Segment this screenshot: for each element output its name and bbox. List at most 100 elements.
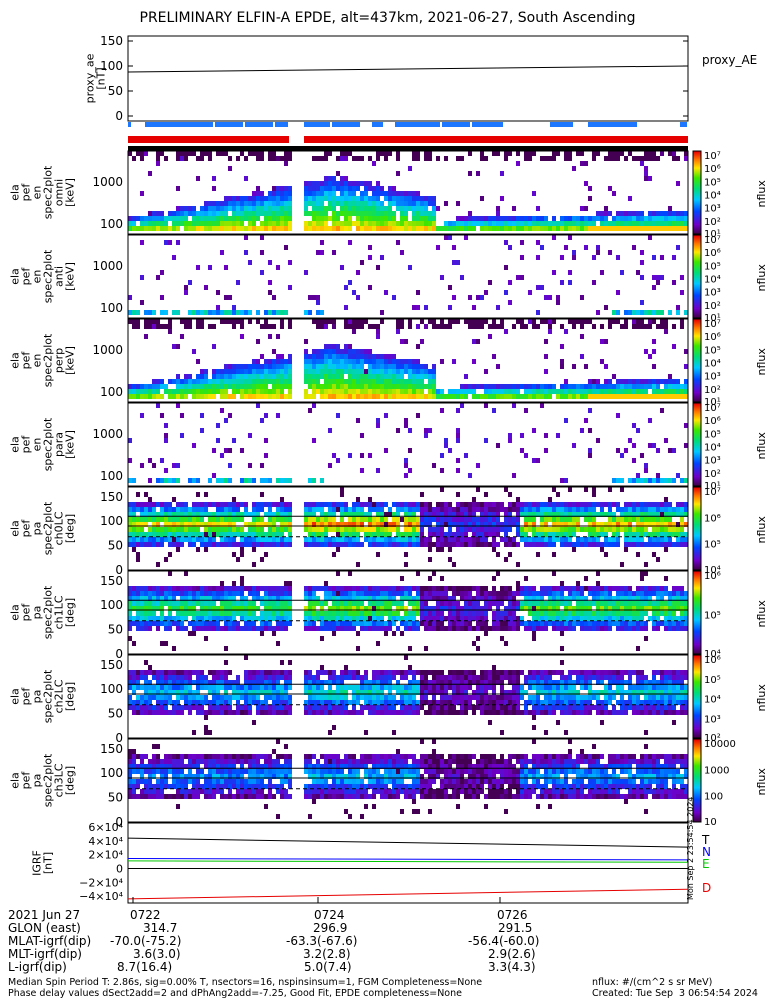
heat-cell [204,626,208,631]
heat-cell [560,280,564,285]
heat-cell [564,586,568,591]
heat-cell [256,606,260,611]
heat-cell [128,527,132,532]
heat-cell [424,226,428,231]
ylabel-line: [keV] [64,430,77,459]
heat-cell [128,507,132,512]
heat-cell [304,226,308,231]
heat-cell [272,616,276,621]
heat-cell [624,216,628,221]
heat-cell [400,339,404,344]
heat-cell [420,517,424,522]
heat-cell [208,324,212,329]
heatmap-omni_en [128,151,688,231]
heat-cell [564,517,568,522]
heat-cell [680,226,684,231]
heat-cell [520,507,524,512]
heat-cell [496,616,500,621]
heat-cell [532,616,536,621]
heat-cell [552,151,556,156]
heat-cell [340,606,344,611]
heat-cell [376,468,380,473]
heat-cell [528,507,532,512]
heat-cell [204,522,208,527]
heat-cell [640,211,644,216]
heat-cell [496,552,500,557]
heat-cell [636,324,640,329]
heat-cell [620,389,624,394]
heat-cell [224,591,228,596]
heat-cell [468,319,472,324]
heat-cell [408,166,412,171]
heat-cell [156,211,160,216]
heat-cell [388,591,392,596]
heat-cell [264,512,268,517]
heat-cell [592,324,596,329]
heat-cell [164,616,168,621]
heat-cell [544,586,548,591]
heat-cell [620,384,624,389]
heat-cell [552,270,556,275]
heat-cell [644,596,648,601]
heat-cell [132,596,136,601]
heat-cell [144,680,148,685]
heat-cell [644,507,648,512]
heat-cell [660,542,664,547]
heat-cell [272,216,276,221]
heat-cell [148,670,152,675]
heat-cell [376,181,380,186]
heat-cell [412,206,416,211]
heat-cell [388,221,392,226]
heat-cell [400,196,404,201]
heat-cell [352,502,356,507]
heat-cell [240,542,244,547]
heat-cell [320,527,324,532]
heat-cell [200,211,204,216]
heat-cell [324,517,328,522]
heat-cell [380,522,384,527]
heat-cell [392,354,396,359]
heat-cell [356,201,360,206]
heat-cell [304,394,308,399]
heat-cell [264,221,268,226]
heat-cell [252,517,256,522]
heat-cell [188,621,192,626]
heat-cell [352,389,356,394]
heat-cell [480,611,484,616]
heat-cell [184,601,188,606]
heat-cell [468,591,472,596]
heat-cell [420,319,424,324]
heat-cell [496,221,500,226]
heat-cell [304,542,308,547]
heat-cell [432,374,436,379]
heat-cell [156,700,160,705]
heat-cell [216,621,220,626]
heat-cell [680,512,684,517]
heat-cell [388,186,392,191]
heat-cell [660,255,664,260]
heat-cell [320,191,324,196]
heat-cell [532,532,536,537]
heat-cell [268,507,272,512]
heat-cell [680,507,684,512]
heat-cell [200,512,204,517]
ylabel-line: spec2plot [42,333,55,387]
heat-cell [332,354,336,359]
heat-cell [280,517,284,522]
heat-cell [172,621,176,626]
heat-cell [512,522,516,527]
heat-cell [280,354,284,359]
heat-cell [428,542,432,547]
heat-cell [276,364,280,369]
heat-cell [196,532,200,537]
heat-cell [328,606,332,611]
heat-cell [588,512,592,517]
heat-cell [348,221,352,226]
heat-cell [252,384,256,389]
heat-cell [416,216,420,221]
heat-cell [452,226,456,231]
heat-cell [248,601,252,606]
heat-cell [372,161,376,166]
heat-cell [568,270,572,275]
heat-cell [612,151,616,156]
